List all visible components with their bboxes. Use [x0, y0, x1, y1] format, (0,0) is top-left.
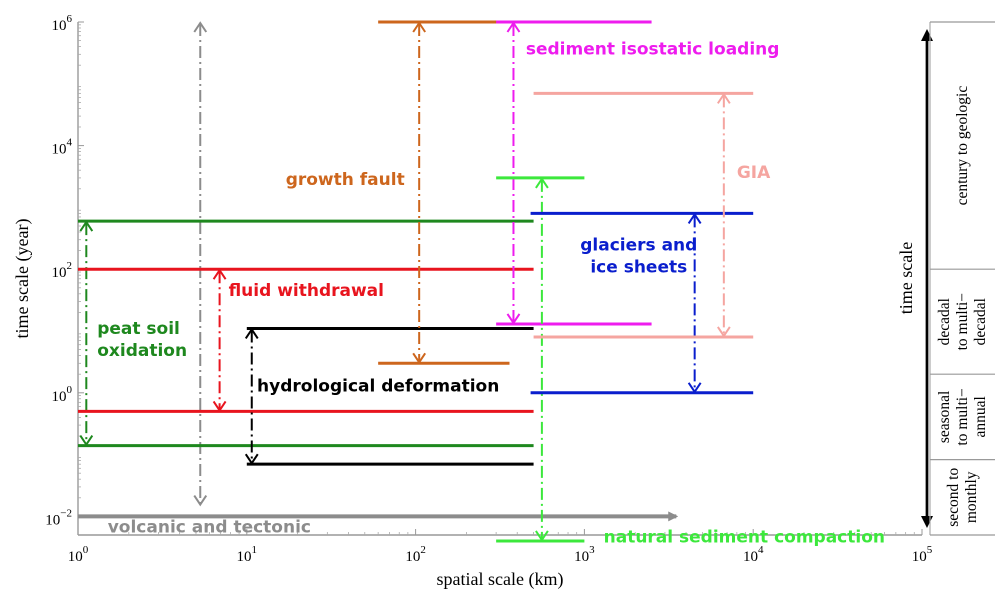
- y-tick-label: 102: [52, 260, 73, 281]
- process-hydrological-deformation: hydrological deformation: [244, 326, 534, 466]
- arrowhead: [506, 21, 521, 33]
- arrowhead: [79, 220, 94, 232]
- tick-exponent: 5: [927, 544, 933, 556]
- process-label: peat soil oxidation: [97, 319, 187, 361]
- arrowhead: [193, 494, 208, 507]
- process-label: growth fault: [286, 170, 405, 190]
- time-band-label-line: decadal: [972, 298, 989, 345]
- tick-exponent: 3: [589, 544, 595, 556]
- arrowhead: [244, 327, 259, 339]
- process-sediment-isostatic-loading: sediment isostatic loading: [496, 20, 780, 326]
- tick-exponent: 2: [420, 544, 426, 556]
- arrowhead: [717, 92, 731, 104]
- process-peat-soil-oxidation: peat soil oxidation: [78, 219, 534, 448]
- tick-base: 10: [405, 549, 420, 565]
- y-axis-title: time scale (year): [12, 219, 33, 339]
- tick-exponent: 0: [67, 384, 73, 396]
- time-band-label-line: seasonal: [936, 391, 953, 444]
- tick-exponent: −2: [60, 507, 72, 519]
- tick-exponent: 0: [83, 544, 89, 556]
- process-label: hydrological deformation: [257, 376, 499, 396]
- time-band-label: second tomonthly: [945, 468, 980, 527]
- tick-exponent: 4: [67, 137, 73, 149]
- arrowhead: [244, 453, 259, 465]
- process-growth-fault: growth fault: [286, 20, 510, 365]
- x-tick-label: 102: [405, 544, 426, 565]
- tick-exponent: 6: [67, 13, 73, 25]
- tick-base: 10: [45, 512, 60, 528]
- time-band-label: decadalto multi−decadal: [936, 293, 989, 350]
- process-gia: GIA: [533, 91, 771, 339]
- process-label-line: ice sheets: [590, 258, 687, 278]
- tick-exponent: 2: [67, 260, 73, 272]
- plot-area: [77, 22, 922, 536]
- time-band-label-line: to multi−: [954, 293, 971, 350]
- process-fluid-withdrawal: fluid withdrawal: [78, 267, 534, 413]
- x-tick-label: 104: [743, 544, 764, 565]
- process-natural-sediment-compaction: natural sediment compaction: [496, 176, 885, 547]
- arrowhead: [79, 435, 94, 447]
- process-glaciers-and-ice-sheets: glaciers and ice sheets: [530, 211, 754, 395]
- tick-base: 10: [68, 549, 83, 565]
- time-band-label-line: monthly: [963, 471, 980, 523]
- time-scale-title: time scale: [896, 242, 916, 314]
- process-ranges: volcanic and tectonic peat soil oxidation f…: [78, 20, 885, 547]
- tick-base: 10: [743, 549, 758, 565]
- process-label: fluid withdrawal: [229, 281, 384, 301]
- process-label: volcanic and tectonic: [108, 517, 311, 537]
- time-band-label-line: century to geologic: [954, 86, 971, 206]
- tick-base: 10: [912, 549, 927, 565]
- arrowhead: [535, 530, 549, 542]
- tick-base: 10: [52, 142, 67, 158]
- x-tick-label: 103: [574, 544, 595, 565]
- tick-exponent: 1: [252, 544, 257, 556]
- y-tick-label: 10−2: [45, 507, 72, 528]
- tick-base: 10: [52, 265, 67, 281]
- arrowhead: [535, 177, 549, 189]
- x-tick-label: 105: [912, 544, 933, 565]
- arrowhead: [506, 313, 521, 325]
- tick-exponent: 4: [758, 544, 764, 556]
- tick-base: 10: [237, 549, 252, 565]
- x-tick-label: 100: [68, 544, 89, 565]
- x-axis: 100 101 102 103 104 105: [68, 529, 933, 565]
- time-band-label: century to geologic: [954, 86, 971, 206]
- process-volcanic-and-tectonic: volcanic and tectonic: [78, 21, 679, 537]
- process-label: GIA: [737, 163, 771, 183]
- process-label: natural sediment compaction: [604, 527, 885, 547]
- time-band-label-line: annual: [972, 396, 989, 437]
- time-band-label-line: decadal: [936, 298, 953, 345]
- arrowhead: [412, 352, 427, 365]
- process-label-line: peat soil: [97, 319, 180, 339]
- time-band-label-line: second to: [945, 468, 962, 527]
- y-tick-label: 100: [52, 384, 73, 405]
- tick-base: 10: [52, 18, 67, 34]
- y-tick-label: 104: [52, 137, 73, 158]
- x-axis-title: spatial scale (km): [437, 569, 564, 590]
- tick-base: 10: [52, 389, 67, 405]
- arrowhead: [687, 382, 702, 394]
- time-band-label-line: to multi−: [954, 388, 971, 445]
- tick-base: 10: [574, 549, 589, 565]
- arrowhead: [717, 326, 731, 338]
- x-tick-label: 101: [237, 544, 257, 565]
- arrowhead: [687, 212, 702, 224]
- process-label-line: glaciers and: [580, 236, 697, 256]
- process-label: sediment isostatic loading: [526, 39, 780, 59]
- arrowhead: [212, 400, 227, 413]
- arrowhead: [212, 268, 227, 280]
- time-band-label: seasonalto multi−annual: [936, 388, 989, 445]
- arrowhead: [193, 21, 208, 33]
- process-label-line: oxidation: [97, 341, 187, 361]
- y-tick-label: 106: [52, 13, 73, 34]
- arrowhead: [412, 21, 427, 33]
- process-label: glaciers and ice sheets: [580, 236, 697, 278]
